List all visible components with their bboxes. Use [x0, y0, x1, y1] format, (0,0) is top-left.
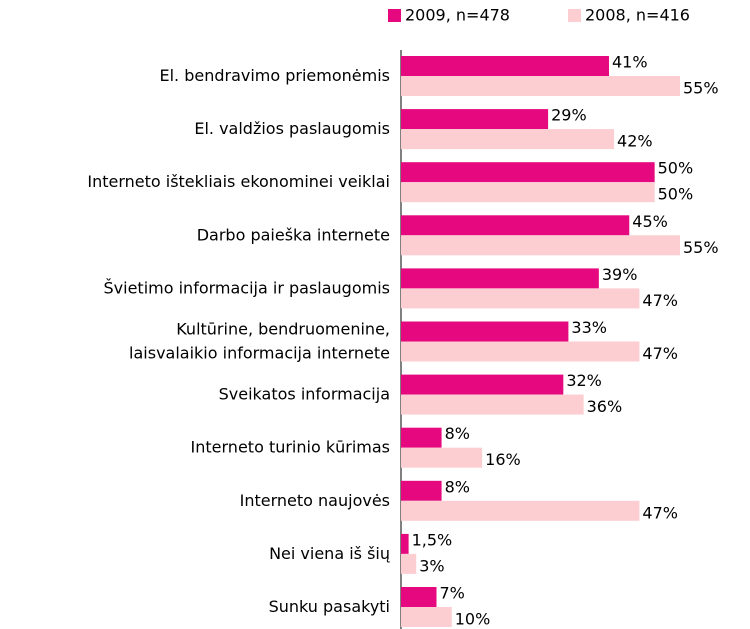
- bar: [401, 374, 564, 395]
- bar: [401, 607, 452, 627]
- legend-swatch: [568, 9, 581, 22]
- value-label: 8%: [445, 477, 470, 496]
- bar: [401, 587, 437, 607]
- bar: [401, 341, 640, 362]
- bar: [401, 235, 680, 256]
- bar: [401, 182, 655, 203]
- category-label: Švietimo informacija ir paslaugomis: [104, 278, 390, 297]
- value-label: 55%: [683, 79, 719, 98]
- bar: [401, 162, 655, 183]
- category-label: Nei viena iš šių: [269, 543, 390, 562]
- bar: [401, 321, 569, 342]
- category-label: Interneto naujovės: [240, 490, 390, 509]
- category-label: Sveikatos informacija: [219, 384, 390, 403]
- value-label: 39%: [602, 265, 638, 284]
- value-label: 55%: [683, 238, 719, 257]
- value-label: 50%: [658, 185, 694, 204]
- value-label: 10%: [455, 610, 491, 629]
- category-label: El. bendravimo priemonėmis: [159, 66, 390, 85]
- category-label: Kultūrine, bendruomenine, laisvalaikio in…: [129, 319, 390, 362]
- value-label: 47%: [642, 291, 678, 310]
- category-label: Interneto turinio kūrimas: [191, 437, 390, 456]
- value-label: 50%: [658, 159, 694, 178]
- value-label: 45%: [632, 212, 668, 231]
- value-label: 42%: [617, 132, 653, 151]
- legend-label: 2008, n=416: [585, 6, 690, 25]
- bar: [401, 288, 640, 309]
- bar: [401, 533, 409, 554]
- legend-label: 2009, n=478: [405, 6, 510, 25]
- bar: [401, 129, 615, 150]
- category-label: El. valdžios paslaugomis: [194, 119, 390, 138]
- value-label: 29%: [551, 106, 587, 125]
- bar: [401, 109, 549, 130]
- bar: [401, 500, 640, 521]
- bar: [401, 268, 599, 289]
- category-label: Darbo paieška internete: [197, 225, 390, 244]
- legend-swatch: [388, 9, 401, 22]
- category-label: Interneto ištekliais ekonominei veiklai: [87, 172, 390, 191]
- value-label: 33%: [571, 318, 607, 337]
- bar: [401, 215, 630, 236]
- bar: [401, 56, 609, 76]
- value-label: 1,5%: [412, 530, 453, 549]
- value-label: 47%: [642, 503, 678, 522]
- value-label: 32%: [566, 371, 602, 390]
- value-label: 3%: [419, 556, 444, 575]
- bar: [401, 427, 442, 448]
- value-label: 7%: [440, 584, 465, 603]
- bar: [401, 394, 584, 415]
- value-label: 36%: [587, 397, 623, 416]
- bar: [401, 553, 417, 574]
- bar: [401, 76, 680, 96]
- bar: [401, 447, 483, 468]
- bar: [401, 480, 442, 501]
- value-label: 41%: [612, 53, 648, 72]
- category-label: Sunku pasakyti: [269, 597, 390, 616]
- value-label: 47%: [642, 344, 678, 363]
- value-label: 8%: [445, 424, 470, 443]
- value-label: 16%: [485, 450, 521, 469]
